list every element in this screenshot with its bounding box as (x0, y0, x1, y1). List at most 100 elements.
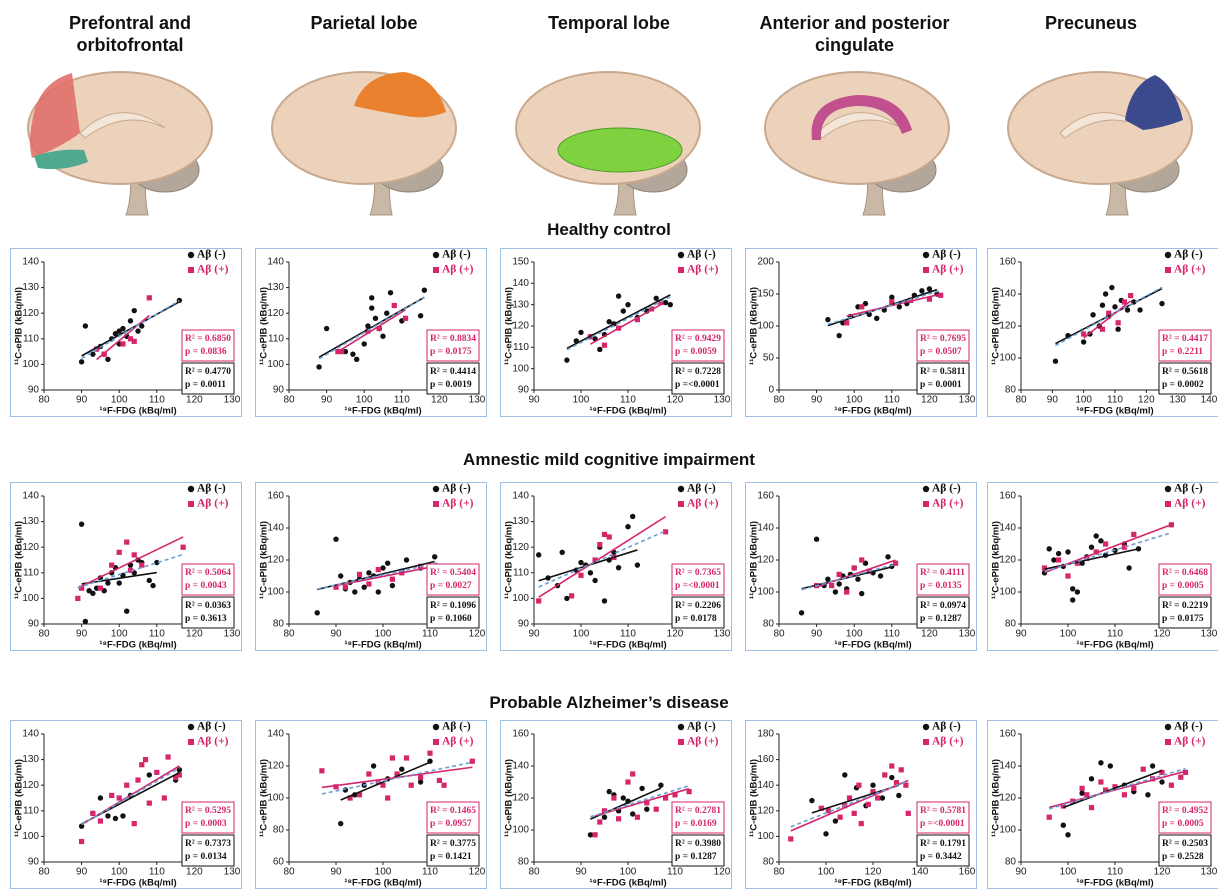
legend-label: Aβ (-) (442, 249, 471, 261)
stats-text: p = 0.0836 (185, 347, 227, 357)
point (380, 334, 385, 339)
y-axis-label: ¹¹C-ePIB (kBq/ml) (749, 521, 760, 599)
stats-text: R² = 0.1096 (430, 601, 476, 611)
point (75, 596, 80, 601)
point (592, 578, 597, 583)
legend-marker (433, 252, 439, 258)
point (635, 562, 640, 567)
x-tick-label: 120 (865, 867, 882, 878)
y-tick-label: 100 (512, 593, 529, 604)
point (823, 831, 828, 836)
stats-text: R² = 0.6850 (185, 334, 231, 344)
regression-line (338, 310, 406, 352)
point (1100, 303, 1105, 308)
stats-text: R² = 0.9429 (675, 334, 721, 344)
x-tick-label: 90 (1047, 395, 1059, 406)
y-tick-label: 90 (28, 619, 40, 630)
y-tick-label: 80 (1005, 857, 1017, 868)
point (98, 795, 103, 800)
regression-line (791, 781, 909, 827)
point (616, 816, 621, 821)
point (578, 573, 583, 578)
point (390, 577, 395, 582)
x-tick-label: 110 (422, 867, 438, 878)
point (1089, 776, 1094, 781)
regression-line (567, 297, 670, 350)
point (578, 560, 583, 565)
y-tick-label: 90 (273, 385, 285, 396)
y-tick-label: 120 (267, 555, 284, 566)
x-tick-label: 160 (959, 867, 976, 878)
y-axis-label: ¹¹C-ePIB (kBq/ml) (504, 759, 515, 837)
x-tick-label: 90 (76, 867, 88, 878)
y-tick-label: 120 (22, 780, 39, 791)
point (1131, 532, 1136, 537)
point (1056, 557, 1061, 562)
legend-label: Aβ (-) (442, 721, 471, 733)
y-tick-label: 110 (268, 333, 284, 344)
y-axis-label: ¹¹C-ePIB (kBq/ml) (14, 287, 25, 365)
point (536, 552, 541, 557)
x-tick-label: 90 (330, 867, 342, 878)
point (597, 819, 602, 824)
stats-text: R² = 0.1465 (430, 806, 476, 816)
y-tick-label: 100 (22, 831, 39, 842)
y-tick-label: 140 (22, 491, 39, 502)
x-axis-label: ¹⁸F-FDG (kBq/ml) (834, 640, 911, 651)
legend-marker (678, 486, 684, 492)
point (366, 581, 371, 586)
y-tick-label: 120 (757, 805, 774, 816)
y-tick-label: 90 (28, 385, 40, 396)
stats-text: R² = 0.2219 (1162, 601, 1208, 611)
point (842, 772, 847, 777)
y-tick-label: 140 (267, 257, 284, 268)
y-tick-label: 130 (22, 754, 39, 765)
point (859, 591, 864, 596)
point (352, 589, 357, 594)
x-tick-label: 110 (394, 395, 410, 406)
point (120, 813, 125, 818)
legend-label: Aβ (+) (1174, 498, 1206, 510)
stats-text: R² = 0.7228 (675, 367, 721, 377)
regression-line (567, 295, 670, 349)
y-axis-label: ¹¹C-ePIB (kBq/ml) (991, 287, 1002, 365)
point (83, 323, 88, 328)
point (432, 554, 437, 559)
x-axis-label: ¹⁸F-FDG (kBq/ml) (834, 406, 911, 417)
legend-label: Aβ (+) (442, 264, 474, 276)
point (569, 593, 574, 598)
x-axis-label: ¹⁸F-FDG (kBq/ml) (99, 640, 176, 651)
point (143, 757, 148, 762)
point (621, 308, 626, 313)
cerebrum (765, 72, 949, 184)
y-tick-label: 160 (999, 257, 1016, 268)
point (470, 759, 475, 764)
point (79, 839, 84, 844)
y-tick-label: 130 (267, 282, 284, 293)
regression-line (97, 316, 150, 360)
y-tick-label: 160 (757, 491, 774, 502)
point (899, 767, 904, 772)
x-tick-label: 80 (283, 629, 295, 640)
x-tick-label: 110 (884, 629, 900, 640)
legend-label: Aβ (+) (1174, 736, 1206, 748)
stats-text: p = 0.0043 (185, 581, 227, 591)
y-tick-label: 100 (999, 353, 1016, 364)
x-tick-label: 110 (422, 629, 438, 640)
point (390, 755, 395, 760)
x-tick-label: 100 (111, 867, 128, 878)
point (124, 609, 129, 614)
y-tick-label: 80 (273, 825, 285, 836)
point (889, 763, 894, 768)
x-tick-label: 130 (714, 629, 731, 640)
point (593, 832, 598, 837)
group-title: Probable Alzheimer’s disease (309, 693, 909, 713)
point (597, 347, 602, 352)
point (880, 795, 885, 800)
point (625, 524, 630, 529)
x-axis-label: ¹⁸F-FDG (kBq/ml) (834, 878, 911, 889)
y-axis-label: ¹¹C-ePIB (kBq/ml) (991, 521, 1002, 599)
x-tick-label: 100 (356, 395, 373, 406)
x-tick-label: 130 (224, 867, 241, 878)
point (838, 815, 843, 820)
